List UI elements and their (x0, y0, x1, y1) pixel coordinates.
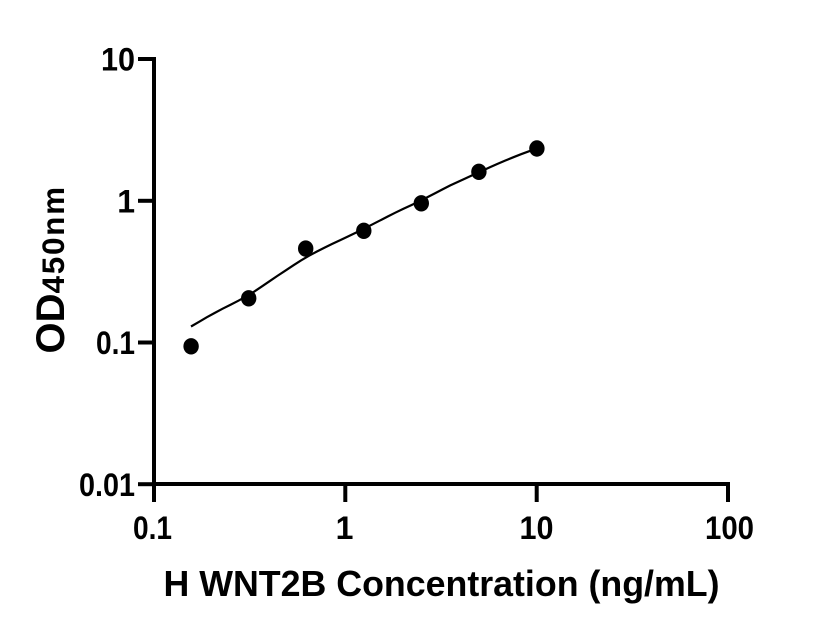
svg-text:10: 10 (101, 42, 135, 78)
svg-text:H WNT2B Concentration (ng/mL): H WNT2B Concentration (ng/mL) (164, 563, 720, 604)
svg-text:10: 10 (520, 510, 554, 546)
svg-text:0.1: 0.1 (133, 510, 172, 546)
svg-text:0.1: 0.1 (96, 325, 135, 361)
svg-text:1: 1 (336, 510, 354, 546)
svg-text:1: 1 (117, 184, 135, 220)
svg-text:100: 100 (705, 510, 754, 546)
svg-text:OD450nm: OD450nm (29, 185, 73, 353)
svg-text:0.01: 0.01 (79, 467, 135, 503)
